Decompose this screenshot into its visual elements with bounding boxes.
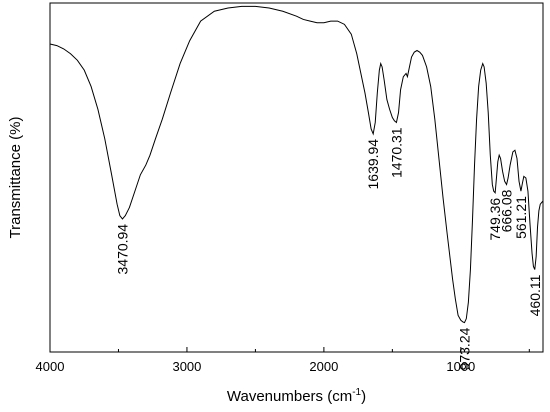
x-tick-label: 1000 [446, 359, 475, 374]
peak-label: 561.21 [513, 196, 529, 239]
x-axis-label: Wavenumbers (cm-1) [227, 387, 366, 405]
peak-labels: 3470.94 1639.94 1470.31 973.24 749.36666.085… [115, 127, 543, 370]
peak-label: 3470.94 [115, 224, 131, 275]
peak-label: 1639.94 [365, 139, 381, 190]
x-tick-label: 3000 [172, 359, 201, 374]
peak-label: 973.24 [457, 327, 473, 370]
x-tick-label: 4000 [36, 359, 65, 374]
x-axis-label-superscript: -1 [352, 387, 361, 398]
x-axis-ticks: 4000 3000 2000 1000 [36, 347, 530, 374]
peak-label: 666.08 [499, 189, 515, 232]
peak-label: 749.36 [487, 198, 503, 241]
y-axis-label: Transmittance (%) [7, 117, 24, 239]
x-tick-label: 2000 [309, 359, 338, 374]
x-axis-label-text: Wavenumbers (cm [227, 388, 352, 405]
plot-frame [49, 2, 544, 353]
peak-label: 460.11 [527, 274, 543, 316]
peak-label: 1470.31 [388, 127, 404, 178]
plot-area [49, 5, 544, 324]
spectrum-line [49, 5, 544, 324]
x-axis-label-tail: ) [361, 388, 366, 405]
